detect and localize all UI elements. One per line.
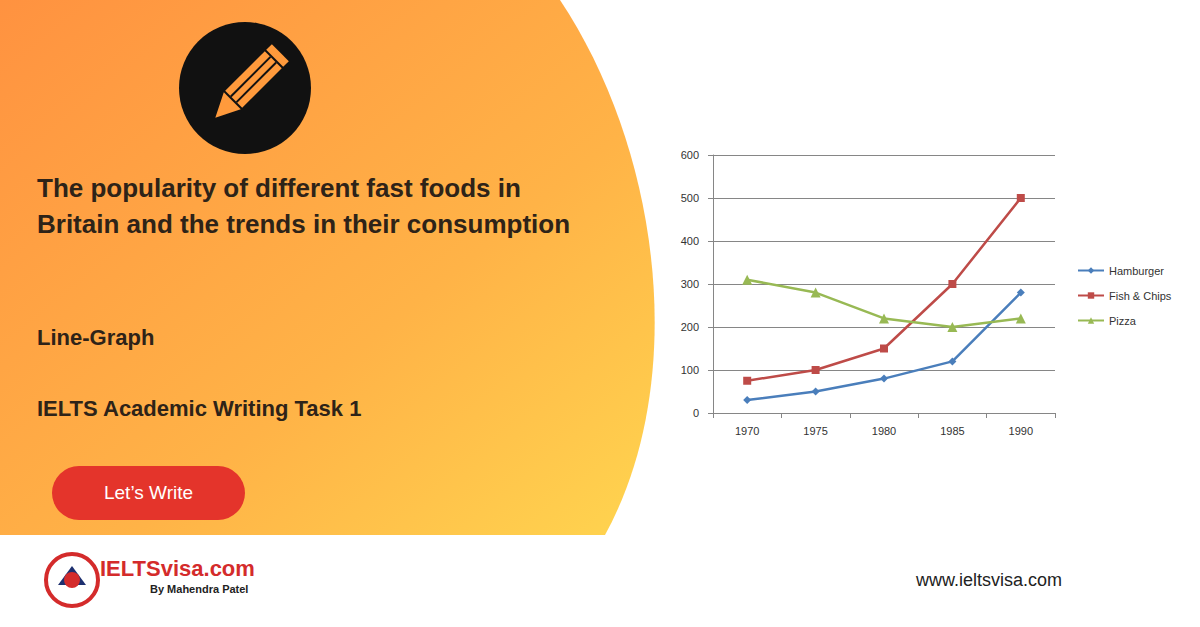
svg-text:0: 0: [693, 407, 699, 419]
svg-text:1980: 1980: [872, 425, 896, 437]
svg-text:Fish & Chips: Fish & Chips: [1109, 290, 1172, 302]
svg-text:1970: 1970: [735, 425, 759, 437]
svg-text:1985: 1985: [940, 425, 964, 437]
html-text:The popularity of different fa: The popularity of different fast foods i…: [37, 173, 570, 239]
svg-text:300: 300: [681, 278, 699, 290]
svg-text:400: 400: [681, 235, 699, 247]
html-text:Let’s Write: Let’s Write: [104, 482, 193, 503]
html-text:www.ieltsvisa.com: www.ieltsvisa.com: [916, 570, 1062, 590]
svg-text:Pizza: Pizza: [1109, 315, 1137, 327]
svg-text:500: 500: [681, 192, 699, 204]
html-text:IELTS Academic Writing Task 1: IELTS Academic Writing Task 1: [37, 396, 362, 421]
svg-text:600: 600: [681, 149, 699, 161]
svg-text:Hamburger: Hamburger: [1109, 265, 1164, 277]
svg-text:1975: 1975: [803, 425, 827, 437]
html-text:IELTSvisa.com: IELTSvisa.com: [100, 556, 255, 581]
svg-text:100: 100: [681, 364, 699, 376]
html-text:By Mahendra Patel: By Mahendra Patel: [150, 583, 249, 595]
svg-text:1990: 1990: [1009, 425, 1033, 437]
svg-text:200: 200: [681, 321, 699, 333]
html-text:Line-Graph: Line-Graph: [37, 325, 155, 350]
